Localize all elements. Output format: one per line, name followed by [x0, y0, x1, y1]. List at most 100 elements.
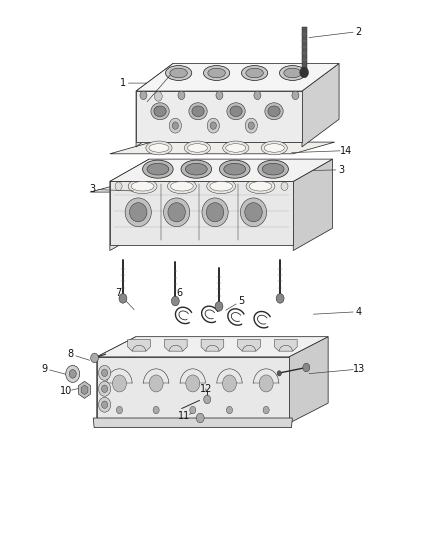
Ellipse shape: [202, 198, 228, 227]
Ellipse shape: [184, 141, 211, 155]
Ellipse shape: [149, 144, 169, 152]
Ellipse shape: [147, 163, 169, 175]
Circle shape: [196, 413, 204, 423]
Text: 3: 3: [89, 184, 95, 195]
Circle shape: [102, 369, 108, 376]
Polygon shape: [110, 159, 149, 251]
Polygon shape: [81, 385, 88, 394]
Circle shape: [276, 294, 284, 303]
Polygon shape: [289, 337, 328, 423]
Ellipse shape: [246, 179, 275, 193]
Ellipse shape: [143, 160, 173, 178]
Ellipse shape: [206, 203, 224, 222]
Ellipse shape: [154, 106, 166, 117]
Ellipse shape: [230, 106, 242, 117]
Ellipse shape: [208, 68, 225, 78]
Polygon shape: [110, 181, 293, 245]
Ellipse shape: [261, 141, 287, 155]
Ellipse shape: [210, 181, 233, 191]
Circle shape: [226, 406, 233, 414]
Circle shape: [119, 294, 127, 303]
Text: 12: 12: [200, 384, 212, 394]
Ellipse shape: [185, 163, 207, 175]
Ellipse shape: [262, 163, 284, 175]
Ellipse shape: [189, 103, 207, 120]
Polygon shape: [78, 381, 91, 398]
Text: 5: 5: [238, 296, 244, 306]
Polygon shape: [238, 340, 261, 351]
Text: 3: 3: [338, 165, 344, 175]
Circle shape: [190, 406, 196, 414]
Ellipse shape: [151, 103, 169, 120]
Ellipse shape: [241, 66, 268, 80]
Circle shape: [303, 364, 310, 372]
Text: 1: 1: [120, 78, 126, 88]
Text: 11: 11: [178, 411, 190, 422]
Polygon shape: [201, 340, 224, 351]
Ellipse shape: [249, 181, 272, 191]
Polygon shape: [164, 340, 187, 351]
Circle shape: [66, 366, 80, 382]
Polygon shape: [136, 63, 339, 91]
Ellipse shape: [224, 163, 246, 175]
Ellipse shape: [246, 68, 263, 78]
Circle shape: [154, 92, 162, 101]
Circle shape: [172, 122, 178, 130]
Text: 4: 4: [356, 306, 362, 317]
Polygon shape: [93, 418, 292, 427]
Ellipse shape: [207, 179, 236, 193]
Ellipse shape: [264, 144, 284, 152]
Circle shape: [254, 91, 261, 100]
Ellipse shape: [192, 106, 204, 117]
Circle shape: [91, 353, 99, 363]
Circle shape: [259, 375, 273, 392]
Circle shape: [99, 366, 111, 380]
Ellipse shape: [170, 68, 187, 78]
Text: 10: 10: [60, 386, 72, 397]
Ellipse shape: [223, 141, 249, 155]
Circle shape: [169, 118, 181, 133]
Ellipse shape: [146, 141, 172, 155]
Ellipse shape: [219, 160, 250, 178]
Ellipse shape: [130, 203, 147, 222]
Ellipse shape: [245, 203, 262, 222]
Circle shape: [140, 91, 147, 100]
Ellipse shape: [258, 160, 288, 178]
Text: 7: 7: [116, 288, 122, 298]
Text: 9: 9: [41, 364, 47, 374]
Circle shape: [99, 397, 111, 412]
Polygon shape: [128, 340, 150, 351]
Polygon shape: [97, 337, 328, 357]
Polygon shape: [90, 180, 330, 192]
Circle shape: [102, 401, 108, 408]
Ellipse shape: [279, 66, 306, 80]
Ellipse shape: [125, 198, 151, 227]
Text: 8: 8: [67, 349, 74, 359]
Circle shape: [245, 118, 258, 133]
Polygon shape: [293, 159, 332, 251]
Circle shape: [204, 395, 211, 403]
Circle shape: [149, 375, 163, 392]
Circle shape: [102, 385, 108, 392]
Ellipse shape: [167, 179, 196, 193]
Polygon shape: [136, 63, 173, 147]
Circle shape: [154, 107, 162, 116]
Ellipse shape: [131, 181, 154, 191]
Polygon shape: [97, 357, 289, 418]
Ellipse shape: [168, 203, 185, 222]
Circle shape: [215, 302, 223, 311]
Polygon shape: [97, 337, 136, 423]
Ellipse shape: [163, 198, 190, 227]
Polygon shape: [110, 142, 335, 154]
Circle shape: [223, 375, 237, 392]
Circle shape: [153, 406, 159, 414]
Text: 6: 6: [177, 288, 183, 298]
Polygon shape: [275, 340, 297, 351]
Circle shape: [99, 381, 111, 396]
Ellipse shape: [268, 106, 280, 117]
Ellipse shape: [240, 198, 267, 227]
Ellipse shape: [265, 103, 283, 120]
Polygon shape: [302, 63, 339, 147]
Ellipse shape: [227, 103, 245, 120]
Circle shape: [292, 91, 299, 100]
